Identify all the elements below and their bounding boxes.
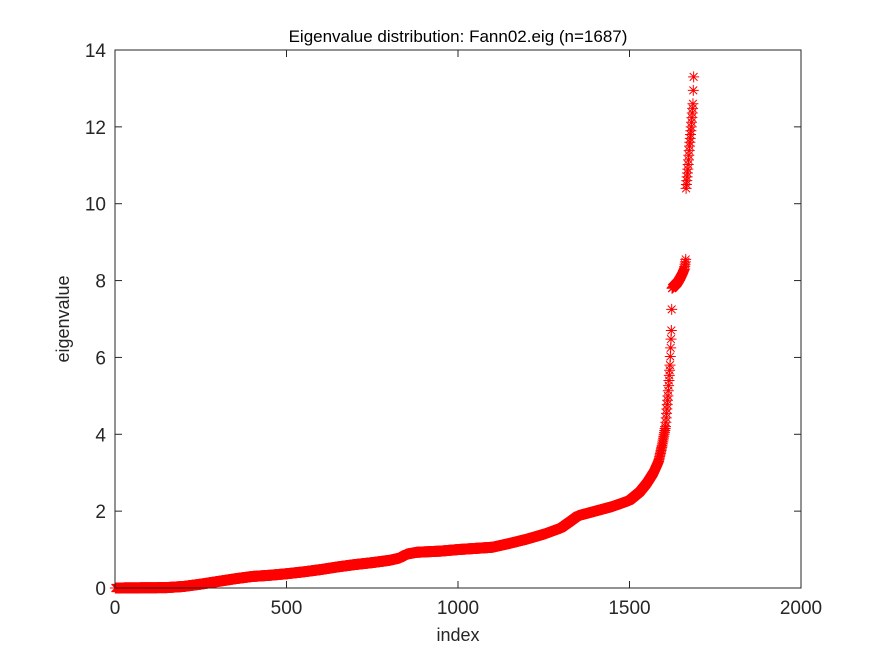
y-tick-label: 14	[85, 41, 107, 62]
data-point	[687, 84, 699, 96]
axis-ticks: 0 500 1000 1500 2000 0 2 4 6 8 10 12 14	[85, 41, 822, 619]
y-tick-label: 2	[95, 502, 106, 523]
x-tick-label: 2000	[780, 598, 822, 619]
y-tick-label: 0	[95, 579, 106, 600]
data-point	[664, 359, 676, 371]
data-point	[666, 303, 678, 315]
x-tick-label: 1000	[437, 598, 479, 619]
data-point	[665, 325, 677, 337]
data-point	[687, 98, 699, 110]
chart-title: Eigenvalue distribution: Fann02.eig (n=1…	[289, 27, 628, 46]
y-tick-label: 8	[95, 272, 106, 293]
x-axis-label: index	[436, 625, 479, 645]
y-tick-label: 12	[85, 118, 106, 139]
x-tick-label: 0	[110, 598, 121, 619]
data-point	[688, 71, 700, 83]
data-point	[680, 253, 692, 265]
data-point	[665, 333, 677, 345]
y-tick-label: 10	[85, 195, 106, 216]
data-point	[664, 350, 676, 362]
y-axis-label: eigenvalue	[53, 275, 73, 362]
y-tick-label: 6	[95, 348, 106, 369]
y-tick-label: 4	[95, 425, 106, 446]
plot-area	[115, 50, 801, 588]
x-tick-label: 1500	[608, 598, 650, 619]
data-point	[665, 342, 677, 354]
axes-box	[114, 49, 802, 589]
x-tick-label: 500	[271, 598, 303, 619]
